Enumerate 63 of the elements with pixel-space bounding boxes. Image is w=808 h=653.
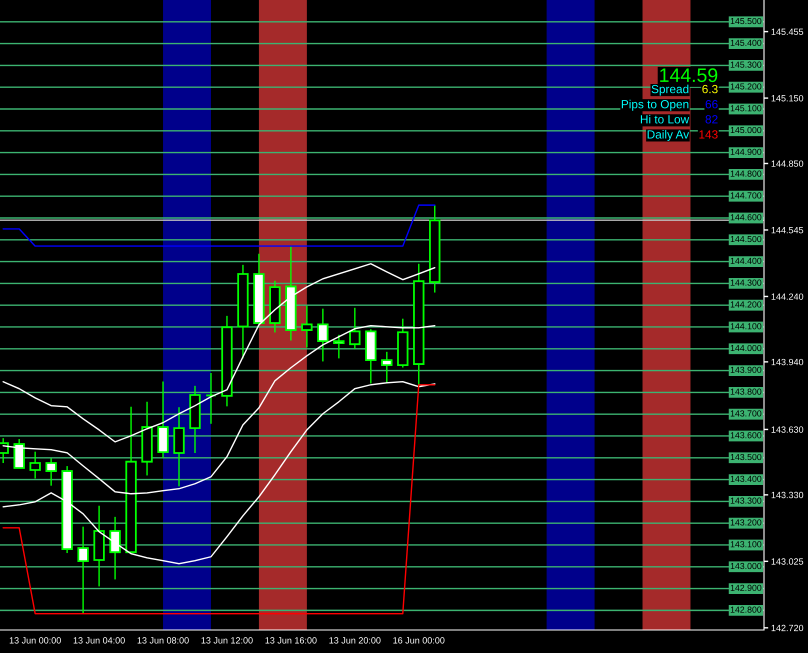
ref-line-label: 144.000 (730, 344, 762, 352)
ref-line-label: 143.300 (730, 498, 762, 504)
ref-line-label: 145.000 (730, 126, 762, 134)
ref-line-label: 145.300 (730, 62, 762, 68)
x-tick-label: 13 Jun 12:00 (202, 637, 253, 644)
y-tick-label: 143.940 (772, 358, 804, 366)
y-tick-label: 144.240 (772, 293, 804, 300)
annotation: Hi to Low (640, 114, 690, 124)
x-tick-label: 13 Jun 04:00 (74, 637, 125, 644)
candlestick (301, 305, 313, 348)
ref-line-label: 144.700 (730, 192, 762, 199)
x-tick-label: 13 Jun 20:00 (329, 637, 381, 644)
ref-line-label: 144.900 (730, 148, 762, 155)
y-tick-label: 143.025 (772, 558, 804, 565)
ref-line-label: 144.100 (730, 323, 762, 330)
ref-line-label: 143.100 (730, 541, 762, 548)
candlestick (45, 458, 57, 486)
annotation: Spread (652, 84, 688, 96)
ref-line-label: 142.800 (730, 606, 762, 613)
candlestick (349, 307, 361, 350)
ref-line-label: 143.900 (730, 366, 762, 373)
ref-line-label: 145.200 (730, 83, 762, 90)
ref-line-label: 143.200 (730, 519, 762, 526)
candlestick (13, 438, 25, 469)
y-tick-label: 145.455 (772, 28, 804, 35)
candlestick (77, 526, 89, 614)
ref-line-label: 142.900 (730, 584, 762, 591)
ref-line-label: 143.000 (730, 562, 762, 570)
ref-line-label: 145.500 (730, 18, 762, 24)
x-tick-label: 16 Jun 00:00 (393, 637, 445, 644)
ref-line-label: 145.100 (730, 105, 762, 112)
ref-line-label: 143.800 (730, 388, 762, 395)
x-tick-label: 13 Jun 08:00 (138, 637, 189, 644)
ref-line-label: 144.400 (730, 258, 762, 264)
annotation: 66 (706, 100, 718, 108)
line-series (2, 381, 436, 564)
candlestick (29, 450, 41, 480)
y-tick-label: 144.850 (772, 160, 804, 167)
y-tick-label: 144.545 (772, 227, 804, 234)
y-tick-label: 143.330 (772, 492, 804, 498)
y-tick-label: 145.150 (772, 95, 804, 102)
annotation: 82 (706, 115, 718, 124)
ref-line-label: 143.400 (730, 476, 762, 482)
ref-line-label: 143.500 (730, 454, 762, 460)
annotation: 144.59 (660, 68, 718, 82)
annotation: 143 (699, 130, 718, 139)
ref-line-label: 145.400 (730, 40, 762, 46)
ref-line-label: 144.600 (730, 214, 762, 220)
annotation: Daily Av (648, 130, 690, 141)
x-tick-label: 13 Jun 16:00 (265, 637, 317, 644)
y-tick-label: 143.630 (772, 426, 804, 433)
ref-line-label: 144.300 (730, 280, 762, 286)
ref-line-label: 144.800 (730, 170, 762, 177)
x-tick-label: 13 Jun 00:00 (10, 637, 61, 644)
candlestick (333, 334, 345, 360)
ref-line-label: 143.700 (730, 410, 762, 417)
candlestick (205, 372, 217, 424)
annotation: 6.3 (702, 84, 718, 94)
ref-line-label: 143.600 (730, 432, 762, 438)
ref-line-label: 144.200 (730, 301, 762, 308)
ref-line-label: 144.500 (730, 236, 762, 242)
y-tick-label: 142.720 (772, 624, 804, 632)
annotation: Pips to Open (622, 100, 688, 111)
